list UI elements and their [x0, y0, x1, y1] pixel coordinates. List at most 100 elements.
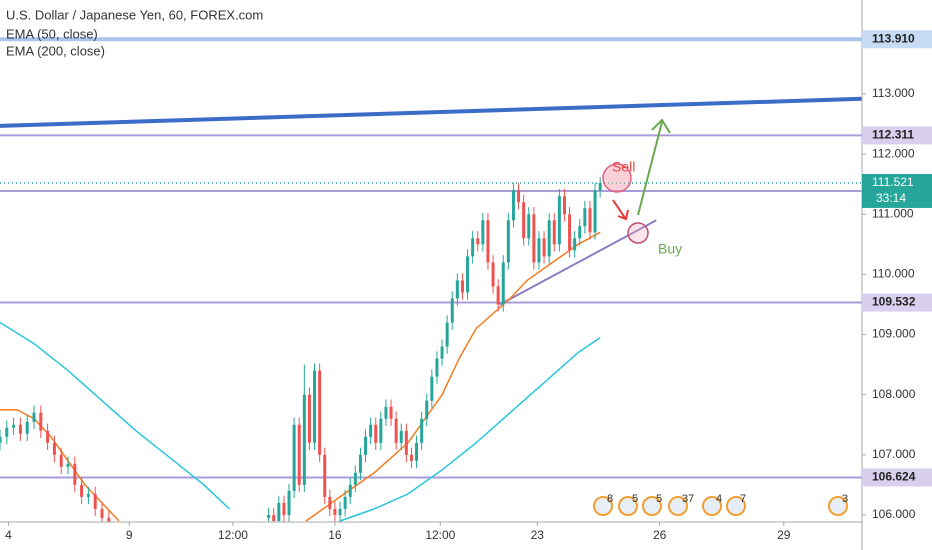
candle-body	[450, 298, 454, 323]
candle-body	[455, 280, 459, 299]
x-tick-label: 26	[653, 528, 667, 542]
event-count: 4	[716, 493, 722, 505]
candle-body	[369, 424, 373, 437]
sell-arrow	[612, 199, 629, 221]
candle-body	[486, 220, 490, 263]
candle-body	[333, 508, 337, 515]
level-badge	[862, 293, 932, 312]
level-label: 109.532	[872, 295, 916, 309]
y-tick-label: 107.000	[872, 447, 916, 461]
buy-label: Buy	[658, 241, 682, 257]
candle-body	[476, 238, 480, 245]
event-count: 37	[682, 493, 694, 505]
candle-body	[394, 418, 398, 443]
candle-body	[471, 238, 475, 257]
candle-body	[527, 214, 531, 239]
y-tick-label: 113.000	[872, 86, 915, 100]
candle-body	[73, 463, 77, 485]
event-count: 3	[842, 493, 848, 505]
candle-body	[384, 406, 388, 419]
candle-body	[32, 412, 36, 422]
candle-body	[593, 190, 597, 233]
event-icon	[828, 496, 848, 516]
last-price-badge	[862, 173, 932, 208]
candle-body	[399, 430, 403, 443]
candle-body	[318, 370, 322, 455]
candle-body	[338, 508, 342, 515]
y-tick-label: 110.000	[872, 267, 915, 281]
candle-body	[80, 484, 84, 497]
candle-body	[39, 412, 43, 431]
candle-body	[445, 322, 449, 347]
candle-body	[328, 496, 332, 509]
y-tick-label: 109.000	[872, 327, 916, 341]
candle-body	[52, 442, 56, 455]
candle-body	[343, 496, 347, 509]
x-tick-label: 4	[5, 528, 12, 542]
candle-body	[66, 463, 70, 467]
candle-body	[282, 502, 286, 515]
candle-body	[435, 358, 439, 377]
candle-body	[491, 262, 495, 287]
level-badge	[862, 126, 932, 145]
candle-body	[588, 208, 592, 233]
candle-body	[598, 183, 602, 191]
candle-body	[557, 196, 561, 245]
sell-label: Sell	[612, 159, 635, 175]
level-label: 106.624	[872, 470, 916, 484]
ema-line	[0, 321, 601, 522]
candle-body	[501, 262, 505, 305]
candle-body	[522, 202, 526, 239]
event-icon	[726, 496, 746, 516]
candle-body	[307, 394, 311, 443]
candle-body	[404, 430, 408, 455]
ema-line	[0, 231, 601, 522]
candle-body	[379, 418, 383, 443]
x-tick-label: 23	[531, 528, 545, 542]
candle-body	[481, 220, 485, 245]
sell-circle	[602, 163, 632, 193]
candle-body	[277, 502, 281, 521]
event-icon	[618, 496, 638, 516]
event-icon	[642, 496, 662, 516]
event-count: 8	[607, 493, 613, 505]
level-label: 112.311	[872, 128, 914, 142]
candle-body	[573, 238, 577, 251]
event-count: 5	[632, 493, 638, 505]
candle-body	[389, 406, 393, 419]
trend-line	[0, 96, 862, 128]
buy-arrow	[637, 118, 671, 216]
candle-body	[86, 493, 90, 497]
candle-body	[409, 454, 413, 461]
candle-body	[272, 514, 276, 521]
candle-body	[466, 256, 470, 293]
event-icon	[593, 496, 613, 516]
level-badge	[862, 468, 932, 487]
candle-body	[420, 418, 424, 443]
candle-body	[287, 490, 291, 515]
last-price-label: 111.521	[872, 175, 914, 189]
candle-body	[364, 436, 368, 455]
candle-body	[107, 517, 111, 522]
candle-body	[425, 400, 429, 419]
x-tick-label: 12:00	[425, 528, 455, 542]
level-label: 113.910	[872, 31, 915, 45]
trend-line	[499, 219, 657, 306]
candle-body	[297, 424, 301, 485]
x-tick-label: 12:00	[218, 528, 248, 542]
y-tick-label: 106.000	[872, 507, 916, 521]
event-count: 5	[656, 493, 662, 505]
candle-body	[583, 208, 587, 227]
candle-body	[537, 238, 541, 263]
candle-body	[12, 424, 16, 428]
x-tick-label: 16	[328, 528, 342, 542]
candle-body	[496, 286, 500, 305]
candle-body	[25, 421, 29, 434]
indicator-label: EMA (200, close)	[6, 43, 105, 58]
candle-body	[374, 424, 378, 443]
candle-body	[313, 370, 317, 443]
candle-body	[562, 196, 566, 215]
candle-body	[353, 472, 357, 485]
plot-area	[0, 37, 862, 522]
